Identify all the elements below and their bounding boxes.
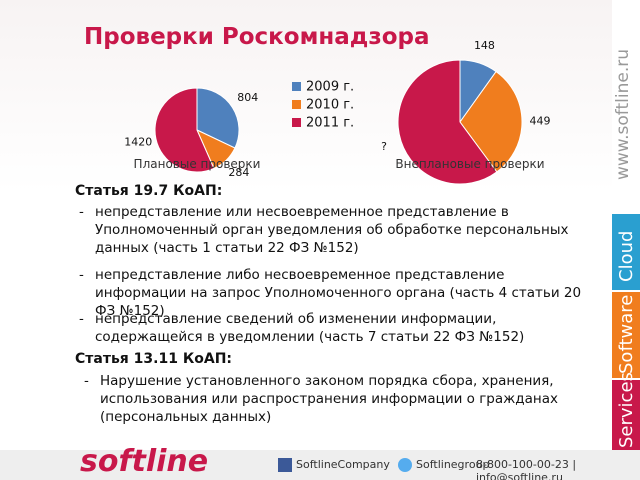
pie-slice: [459, 70, 523, 173]
contact: 8-800-100-00-23 | info@softline.ru: [476, 458, 577, 480]
list-item: непредставление или несвоевременное пред…: [79, 203, 595, 257]
tab-label[interactable]: Services: [616, 372, 637, 448]
tab-label[interactable]: Cloud: [616, 230, 637, 282]
tab-cloud[interactable]: [612, 214, 640, 290]
sidebar-url: www.softline.ru: [613, 48, 633, 180]
tab-label[interactable]: Software: [616, 294, 637, 374]
chart-title: Внеплановые проверки: [395, 157, 544, 171]
footer-link[interactable]: Softlinegroup: [416, 458, 490, 471]
pie-slice: [196, 87, 240, 149]
section-heading: Статья 13.11 КоАП:: [75, 351, 233, 367]
legend-label: 2010 г.: [306, 98, 354, 113]
data-label: 804: [237, 91, 258, 104]
section-heading: Статья 19.7 КоАП:: [75, 183, 223, 199]
data-label: 284: [228, 166, 249, 179]
paragraph: Нарушение установленного законом порядка…: [84, 372, 600, 426]
slide-title: Проверки Роскомнадзора: [84, 24, 430, 50]
tab-services[interactable]: [612, 380, 640, 450]
legend-swatch: [292, 82, 301, 91]
twitter-icon: [398, 458, 412, 472]
legend-label: 2009 г.: [306, 80, 354, 95]
charts: 804 284 1420 Плановые проверки 148 449? Внепла…: [124, 39, 550, 185]
data-label: 1420: [124, 135, 152, 148]
pie-slice: [154, 87, 215, 173]
footer-link[interactable]: SoftlineCompany: [296, 458, 390, 471]
data-label: 449: [529, 114, 550, 127]
data-label: 148: [474, 39, 495, 52]
chart-title: Плановые проверки: [134, 157, 261, 171]
pie-slice: [397, 59, 498, 185]
footer: softline SoftlineCompany Softlinegroup 8…: [0, 444, 640, 480]
facebook-icon: [278, 458, 292, 472]
tab-software[interactable]: [612, 292, 640, 378]
legend-swatch: [292, 100, 301, 109]
logo[interactable]: softline: [80, 444, 209, 479]
data-label: ?: [381, 140, 387, 153]
list-item: непредставление сведений об изменении ин…: [79, 310, 595, 346]
legend-swatch: [292, 118, 301, 127]
legend-label: 2011 г.: [306, 116, 354, 131]
